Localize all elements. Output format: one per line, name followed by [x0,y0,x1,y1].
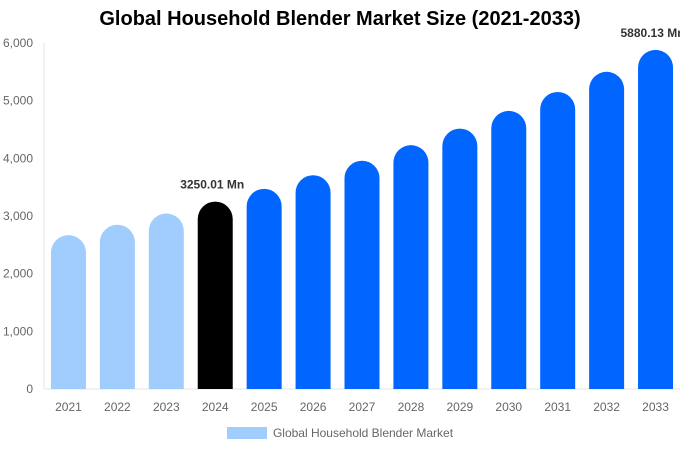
chart-title: Global Household Blender Market Size (20… [99,8,581,30]
x-tick-label: 2025 [251,400,278,414]
bar-2026[interactable] [295,175,331,389]
bar-2023[interactable] [148,213,184,389]
bar-2033[interactable] [638,49,674,389]
data-label: 3250.01 Mn [180,178,244,192]
legend-swatch [226,427,267,439]
bar-2024[interactable] [197,201,233,389]
bar-2029[interactable] [442,128,478,389]
y-tick-label: 0 [26,382,33,396]
x-tick-label: 2028 [398,400,425,414]
x-tick-label: 2022 [104,400,131,414]
legend-label[interactable]: Global Household Blender Market [272,426,454,440]
bar-2025[interactable] [246,188,282,389]
y-tick-label: 1,000 [3,324,33,338]
bar-2027[interactable] [344,160,380,389]
bar-2022[interactable] [99,224,135,389]
bar-2031[interactable] [540,91,576,390]
x-tick-label: 2031 [544,400,571,414]
y-tick-label: 2,000 [3,267,33,281]
x-tick-label: 2032 [593,400,620,414]
y-tick-label: 3,000 [3,209,33,223]
x-tick-label: 2027 [349,400,376,414]
x-tick-label: 2024 [202,400,229,414]
bar-2030[interactable] [491,110,527,390]
x-tick-label: 2026 [300,400,327,414]
x-tick-label: 2030 [495,400,522,414]
bar-2021[interactable] [50,235,86,389]
y-tick-label: 5,000 [3,94,33,108]
x-tick-label: 2021 [55,400,82,414]
bar-2028[interactable] [393,145,429,389]
y-tick-label: 4,000 [3,151,33,165]
legend: Global Household Blender Market [0,426,680,440]
y-tick-label: 6,000 [3,36,33,50]
x-tick-label: 2033 [642,400,669,414]
x-tick-label: 2023 [153,400,180,414]
x-tick-label: 2029 [446,400,473,414]
data-label: 5880.13 Mn [621,26,680,40]
bar-2032[interactable] [589,71,625,389]
